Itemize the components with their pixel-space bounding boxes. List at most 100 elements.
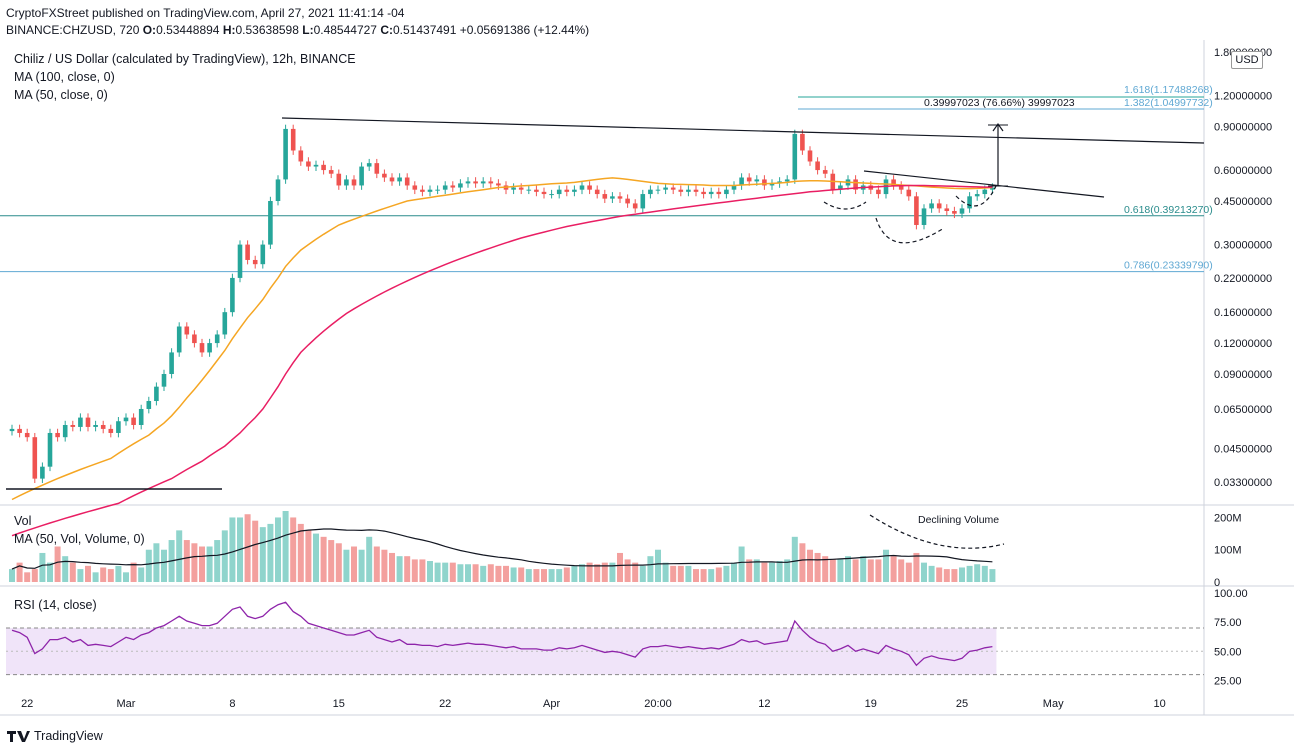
open-label: O: (142, 23, 157, 37)
declining-volume-label: Declining Volume (918, 514, 999, 526)
candle-body (594, 189, 600, 195)
volume-bar (617, 552, 623, 582)
candle-body (534, 189, 539, 192)
candle-body (982, 189, 988, 195)
rsi-tick-label: 75.00 (1214, 617, 1242, 629)
volume-bar (62, 556, 69, 582)
time-tick-label: 25 (956, 698, 968, 710)
candle-body (458, 183, 463, 188)
time-tick-label: May (1043, 698, 1064, 710)
volume-bar (358, 549, 365, 582)
currency-badge[interactable]: USD (1231, 51, 1263, 69)
volume-bar (9, 569, 15, 582)
high-label: H: (222, 23, 236, 37)
candle-body (412, 185, 418, 190)
candle-body (321, 164, 326, 171)
volume-bar (47, 562, 53, 582)
volume-bar (419, 559, 426, 582)
footer-brand-text: TradingView (34, 729, 103, 743)
price-tick-label: 0.09000000 (1214, 369, 1272, 381)
candle-body (17, 428, 22, 433)
candle-body (739, 177, 744, 186)
legend-volume[interactable]: Vol (14, 514, 32, 528)
candle-body (252, 259, 258, 265)
volume-bar (685, 565, 692, 582)
publish-info: CryptoFXStreet published on TradingView.… (6, 6, 405, 20)
candle-body (496, 183, 501, 186)
volume-bar (510, 567, 517, 582)
volume-bar (465, 564, 471, 582)
volume-bar (791, 536, 798, 582)
volume-bar (39, 552, 46, 582)
candle-body (526, 189, 532, 191)
volume-bar (259, 527, 266, 582)
candle-body (898, 185, 904, 190)
volume-bar (784, 559, 791, 582)
volume-bar (829, 559, 836, 582)
candle-body (169, 352, 174, 374)
low-label: L: (302, 23, 314, 37)
candle-body (556, 189, 562, 195)
candle-body (78, 417, 83, 427)
price-tick-label: 0.04500000 (1214, 444, 1272, 456)
candle-body (207, 343, 212, 353)
candle-body (214, 334, 220, 344)
volume-bar (845, 556, 851, 582)
candle-body (328, 170, 334, 174)
candle-body (70, 424, 76, 427)
candle-body (610, 196, 615, 199)
volume-bar (373, 546, 380, 582)
price-tick-label: 0.12000000 (1214, 338, 1272, 350)
candle-body (47, 432, 53, 467)
volume-bar (624, 559, 631, 582)
legend-rsi[interactable]: RSI (14, close) (14, 598, 97, 612)
volume-bar (837, 559, 844, 582)
symbol: BINANCE:CHZUSD, 720 (6, 23, 140, 37)
candle-body (397, 177, 402, 182)
ohlc-bar: BINANCE:CHZUSD, 720 O:0.53448894 H:0.536… (6, 23, 589, 37)
volume-bar (609, 562, 616, 582)
candle-body (313, 164, 319, 167)
volume-bar (571, 565, 578, 582)
candle-body (359, 166, 364, 186)
candle-body (708, 191, 714, 195)
footer-brand[interactable]: TradingView (6, 729, 103, 743)
time-tick-label: 12 (758, 698, 770, 710)
legend-ma100[interactable]: MA (100, close, 0) (14, 70, 115, 84)
close-value: 0.51437491 (392, 23, 457, 37)
candle-body (404, 177, 410, 186)
volume-bar (191, 543, 198, 582)
volume-bar (351, 546, 357, 582)
candle-body (936, 203, 942, 209)
volume-bar (776, 561, 783, 582)
volume-bar (913, 552, 920, 582)
volume-bar (693, 569, 699, 582)
volume-bar (518, 567, 525, 582)
candle-body (176, 326, 182, 353)
volume-bar (503, 565, 509, 582)
volume-bar (601, 562, 608, 582)
fib-1618-label: 1.618(1.17488268) (1124, 84, 1213, 96)
volume-bar (138, 567, 145, 582)
candle-body (670, 187, 676, 190)
volume-bar (905, 562, 912, 582)
volume-bar (890, 556, 897, 582)
candle-body (55, 432, 60, 438)
legend-ma50[interactable]: MA (50, close, 0) (14, 88, 108, 102)
candle-body (366, 163, 372, 167)
candle-body (731, 185, 737, 190)
volume-bar (875, 559, 882, 582)
volume-tick-label: 200M (1214, 512, 1242, 524)
volume-bar (799, 543, 806, 582)
volume-bar (335, 543, 342, 582)
candle-body (184, 326, 190, 335)
candle-body (260, 244, 266, 265)
ma100-line (11, 184, 993, 537)
volume-bar (404, 556, 411, 582)
volume-bar (647, 556, 654, 582)
price-tick-label: 0.30000000 (1214, 240, 1272, 252)
volume-bar (457, 564, 464, 582)
legend-volume-ma[interactable]: MA (50, Vol, Volume, 0) (14, 532, 145, 546)
volume-bar (541, 569, 547, 582)
